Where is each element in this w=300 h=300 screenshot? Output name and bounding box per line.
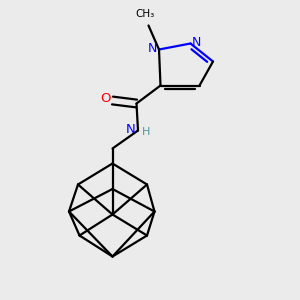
Text: O: O xyxy=(101,92,111,106)
Text: N: N xyxy=(148,42,157,56)
Text: H: H xyxy=(142,127,150,137)
Text: N: N xyxy=(192,35,201,49)
Text: CH₃: CH₃ xyxy=(136,9,155,19)
Text: N: N xyxy=(126,123,136,136)
